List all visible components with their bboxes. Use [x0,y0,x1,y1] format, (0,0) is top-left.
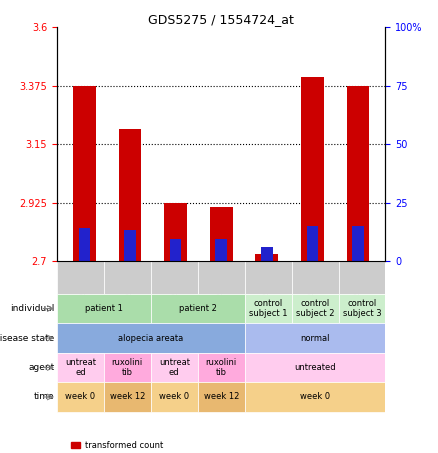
FancyBboxPatch shape [198,382,245,412]
Text: transformed count: transformed count [85,440,163,449]
FancyBboxPatch shape [151,382,198,412]
FancyBboxPatch shape [198,261,245,294]
Bar [215,239,227,261]
FancyBboxPatch shape [104,353,151,382]
Bar [119,129,141,261]
Text: patient 1: patient 1 [85,304,123,313]
Bar [71,442,81,448]
FancyBboxPatch shape [151,261,198,294]
FancyBboxPatch shape [57,294,151,323]
Text: agent: agent [28,363,55,372]
Text: individual: individual [10,304,55,313]
Text: disease state: disease state [0,333,55,342]
Text: week 12: week 12 [204,392,239,401]
Bar [164,203,187,261]
FancyBboxPatch shape [339,294,385,323]
FancyBboxPatch shape [245,382,385,412]
Text: control
subject 2: control subject 2 [296,299,334,318]
Text: control
subject 1: control subject 1 [249,299,287,318]
Bar [78,227,90,261]
FancyBboxPatch shape [245,261,292,294]
FancyBboxPatch shape [57,382,104,412]
Text: untreated: untreated [294,363,336,372]
Text: week 12: week 12 [110,392,145,401]
Bar [301,77,324,261]
Bar [73,86,96,261]
Bar [210,207,233,261]
Text: week 0: week 0 [159,392,189,401]
Text: ruxolini
tib: ruxolini tib [205,358,237,377]
Bar [307,226,318,261]
Text: control
subject 3: control subject 3 [343,299,381,318]
FancyBboxPatch shape [245,323,385,353]
FancyBboxPatch shape [292,261,339,294]
Text: untreat
ed: untreat ed [159,358,190,377]
Text: alopecia areata: alopecia areata [118,333,184,342]
FancyBboxPatch shape [292,294,339,323]
FancyBboxPatch shape [198,353,245,382]
Bar [261,247,272,261]
Text: patient 2: patient 2 [179,304,217,313]
FancyBboxPatch shape [57,323,245,353]
FancyBboxPatch shape [104,382,151,412]
Text: normal: normal [300,333,330,342]
FancyBboxPatch shape [151,353,198,382]
Bar [170,239,181,261]
FancyBboxPatch shape [245,353,385,382]
Title: GDS5275 / 1554724_at: GDS5275 / 1554724_at [148,13,294,26]
Text: week 0: week 0 [300,392,330,401]
Bar [346,86,370,261]
FancyBboxPatch shape [57,261,104,294]
FancyBboxPatch shape [104,261,151,294]
FancyBboxPatch shape [339,261,385,294]
Text: untreat
ed: untreat ed [65,358,96,377]
Bar [352,226,364,261]
Text: time: time [34,392,55,401]
FancyBboxPatch shape [57,353,104,382]
Text: ruxolini
tib: ruxolini tib [112,358,143,377]
Bar [255,254,278,261]
FancyBboxPatch shape [245,294,292,323]
Text: week 0: week 0 [65,392,95,401]
FancyBboxPatch shape [151,294,245,323]
Bar [124,230,136,261]
